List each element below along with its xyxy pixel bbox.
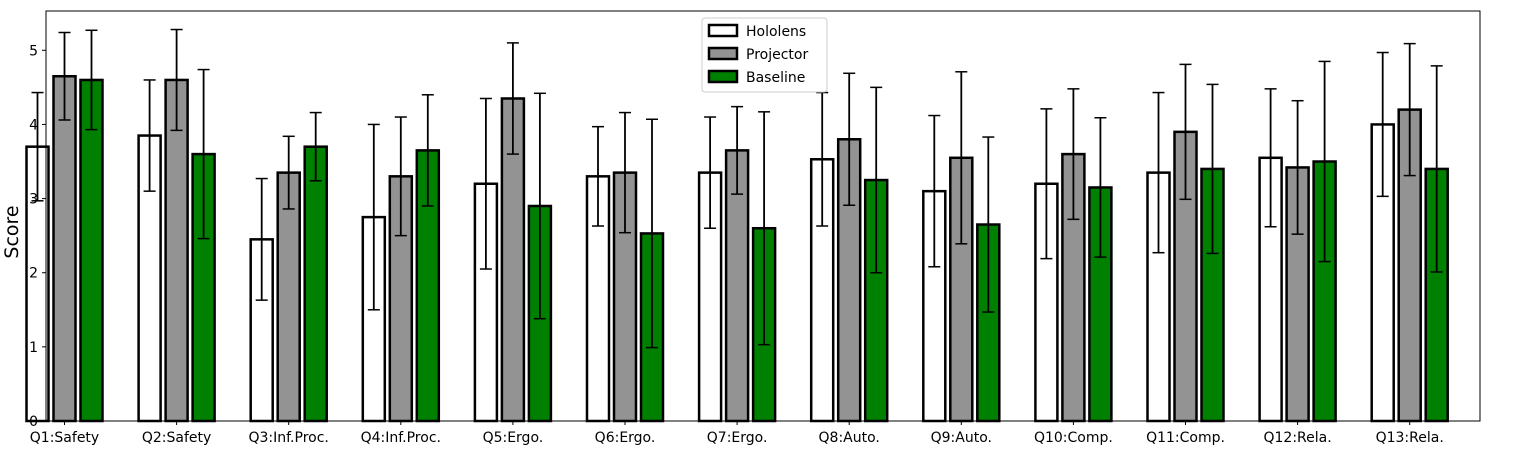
legend-swatch-baseline bbox=[707, 69, 739, 84]
x-axis: Q1:Safety Q2:Safety Q3:Inf.Proc. Q4:Inf.Pro… bbox=[30, 421, 1444, 446]
x-tick-label-q11-comp: Q11:Comp. bbox=[1146, 430, 1225, 446]
errorbar-baseline-q10-comp bbox=[1094, 117, 1107, 258]
legend: Hololens Projector Baseline bbox=[701, 17, 828, 93]
x-tick-label-q5-ergo: Q5:Ergo. bbox=[483, 430, 544, 446]
errorbar-projector-q4-inf-proc bbox=[394, 116, 407, 237]
bar-projector-q1-safety bbox=[52, 74, 77, 423]
errorbar-baseline-q1-safety bbox=[85, 29, 98, 131]
bar-baseline-q3-inf-proc bbox=[303, 145, 328, 423]
errorbar-baseline-q13-rela bbox=[1430, 65, 1443, 273]
errorbars-layer bbox=[31, 28, 1443, 349]
errorbar-hololens-q6-ergo bbox=[592, 125, 604, 227]
errorbar-hololens-q4-inf-proc bbox=[367, 123, 380, 311]
legend-label-hololens: Hololens bbox=[746, 24, 806, 40]
x-tick-label-q10-comp: Q10:Comp. bbox=[1034, 430, 1113, 446]
errorbar-baseline-q9-auto bbox=[982, 136, 995, 313]
legend-swatch-hololens bbox=[707, 23, 739, 38]
legend-label-projector: Projector bbox=[746, 47, 808, 63]
errorbar-baseline-q12-rela bbox=[1318, 60, 1331, 263]
errorbar-hololens-q7-ergo bbox=[704, 116, 717, 229]
errorbar-baseline-q11-comp bbox=[1206, 83, 1219, 255]
errorbar-projector-q5-ergo bbox=[506, 42, 519, 155]
y-tick-label-4: 4 bbox=[29, 117, 38, 133]
errorbar-hololens-q8-auto bbox=[816, 91, 829, 227]
errorbar-projector-q9-auto bbox=[955, 71, 968, 245]
y-tick-label-5: 5 bbox=[29, 43, 38, 59]
x-tick-label-q2-safety: Q2:Safety bbox=[142, 430, 211, 446]
errorbar-hololens-q13-rela bbox=[1376, 51, 1389, 198]
errorbar-projector-q1-safety bbox=[58, 31, 71, 121]
errorbar-hololens-q11-comp bbox=[1152, 91, 1165, 254]
errorbar-hololens-q5-ergo bbox=[479, 97, 492, 270]
x-tick-label-q6-ergo: Q6:Ergo. bbox=[595, 430, 656, 446]
x-tick-label-q1-safety: Q1:Safety bbox=[30, 430, 99, 446]
errorbar-hololens-q1-safety bbox=[31, 91, 44, 202]
errorbar-projector-q12-rela bbox=[1291, 99, 1304, 235]
x-tick-label-q4-inf-proc: Q4:Inf.Proc. bbox=[361, 430, 441, 446]
x-tick-label-q8-auto: Q8:Auto. bbox=[819, 430, 880, 446]
errorbar-baseline-q2-safety bbox=[197, 68, 210, 240]
errorbar-projector-q3-inf-proc bbox=[282, 135, 295, 210]
x-tick-label-q7-ergo: Q7:Ergo. bbox=[707, 430, 768, 446]
x-tick-label-q12-rela: Q12:Rela. bbox=[1264, 430, 1332, 446]
x-tick-label-q3-inf-proc: Q3:Inf.Proc. bbox=[249, 430, 329, 446]
errorbar-hololens-q12-rela bbox=[1264, 88, 1277, 228]
errorbar-hololens-q10-comp bbox=[1040, 108, 1053, 260]
y-axis-label: Score bbox=[1, 205, 23, 258]
errorbar-projector-q2-safety bbox=[170, 28, 183, 132]
errorbar-hololens-q3-inf-proc bbox=[255, 177, 268, 301]
bar-baseline-q1-safety bbox=[79, 78, 104, 423]
errorbar-baseline-q4-inf-proc bbox=[421, 94, 434, 207]
errorbar-projector-q10-comp bbox=[1067, 88, 1080, 221]
errorbar-baseline-q3-inf-proc bbox=[309, 111, 322, 182]
errorbar-projector-q13-rela bbox=[1403, 42, 1416, 177]
errorbar-hololens-q2-safety bbox=[143, 79, 156, 192]
errorbar-baseline-q5-ergo bbox=[533, 92, 546, 320]
errorbar-projector-q11-comp bbox=[1179, 63, 1192, 201]
errorbar-projector-q6-ergo bbox=[619, 111, 631, 234]
errorbar-baseline-q7-ergo bbox=[758, 111, 771, 346]
legend-swatch-projector bbox=[707, 46, 739, 61]
errorbar-hololens-q9-auto bbox=[928, 114, 941, 268]
errorbar-projector-q7-ergo bbox=[731, 105, 744, 195]
y-axis: 0 1 2 3 4 5 bbox=[29, 43, 46, 430]
x-tick-label-q13-rela: Q13:Rela. bbox=[1376, 430, 1444, 446]
bar-projector-q3-inf-proc bbox=[276, 171, 301, 423]
plot-frame bbox=[45, 10, 1481, 422]
x-tick-label-q9-auto: Q9:Auto. bbox=[931, 430, 992, 446]
errorbar-baseline-q6-ergo bbox=[646, 118, 658, 349]
errorbar-baseline-q8-auto bbox=[870, 86, 883, 274]
errorbar-projector-q8-auto bbox=[843, 72, 856, 206]
y-tick-label-0: 0 bbox=[29, 414, 38, 430]
y-tick-label-2: 2 bbox=[29, 266, 38, 282]
y-tick-label-3: 3 bbox=[29, 192, 38, 208]
y-tick-label-1: 1 bbox=[29, 340, 38, 356]
legend-label-baseline: Baseline bbox=[746, 70, 805, 86]
